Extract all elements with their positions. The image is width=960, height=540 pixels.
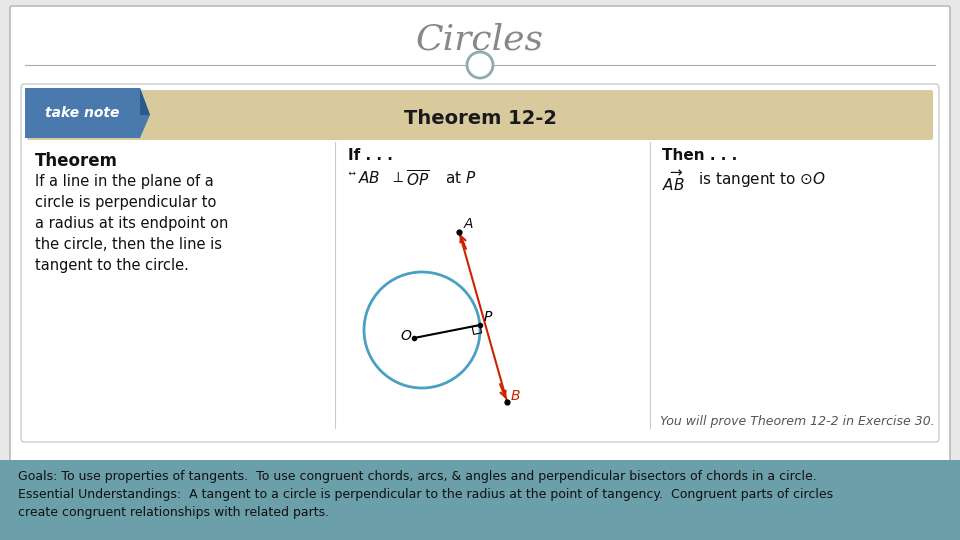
Text: P: P xyxy=(484,310,492,324)
Text: at $P$: at $P$ xyxy=(445,170,476,186)
FancyBboxPatch shape xyxy=(27,90,933,140)
Circle shape xyxy=(467,52,493,78)
Text: A: A xyxy=(464,217,473,231)
Text: $\overleftrightarrow{AB}$: $\overleftrightarrow{AB}$ xyxy=(348,170,380,186)
Text: tangent to the circle.: tangent to the circle. xyxy=(35,258,189,273)
Text: create congruent relationships with related parts.: create congruent relationships with rela… xyxy=(18,506,329,519)
Text: a radius at its endpoint on: a radius at its endpoint on xyxy=(35,216,228,231)
Text: the circle, then the line is: the circle, then the line is xyxy=(35,237,222,252)
Bar xyxy=(0,460,960,540)
Text: Theorem 12-2: Theorem 12-2 xyxy=(403,109,557,127)
Text: take note: take note xyxy=(45,106,119,120)
Text: If . . .: If . . . xyxy=(348,148,393,163)
Text: If a line in the plane of a: If a line in the plane of a xyxy=(35,174,214,189)
Text: $\overrightarrow{AB}$: $\overrightarrow{AB}$ xyxy=(662,170,684,194)
Text: B: B xyxy=(511,388,520,402)
Polygon shape xyxy=(25,88,150,138)
Text: You will prove Theorem 12-2 in Exercise 30.: You will prove Theorem 12-2 in Exercise … xyxy=(660,415,935,428)
Text: $\perp$: $\perp$ xyxy=(390,170,405,185)
Text: is tangent to $\odot O$: is tangent to $\odot O$ xyxy=(698,170,826,189)
Text: circle is perpendicular to: circle is perpendicular to xyxy=(35,195,216,210)
Text: Theorem: Theorem xyxy=(35,152,118,170)
Text: Then . . .: Then . . . xyxy=(662,148,737,163)
Text: Goals: To use properties of tangents.  To use congruent chords, arcs, & angles a: Goals: To use properties of tangents. To… xyxy=(18,470,817,483)
FancyBboxPatch shape xyxy=(21,84,939,442)
FancyBboxPatch shape xyxy=(10,6,950,530)
Text: $\overline{OP}$: $\overline{OP}$ xyxy=(406,170,429,190)
Text: Essential Understandings:  A tangent to a circle is perpendicular to the radius : Essential Understandings: A tangent to a… xyxy=(18,488,833,501)
Text: Circles: Circles xyxy=(416,23,544,57)
Polygon shape xyxy=(140,88,150,115)
Text: O: O xyxy=(400,329,411,343)
